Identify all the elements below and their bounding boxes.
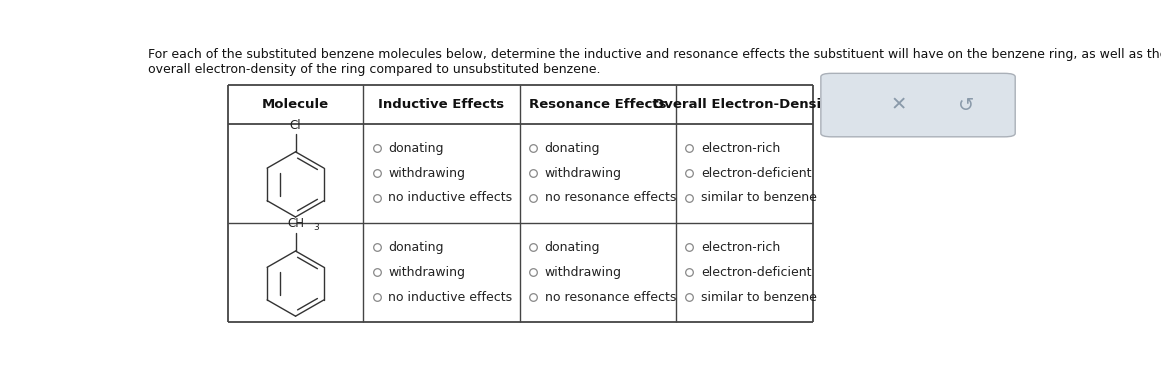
Text: ✕: ✕ xyxy=(890,96,908,114)
Text: similar to benzene: similar to benzene xyxy=(701,291,817,304)
Text: Cl: Cl xyxy=(290,119,302,132)
Text: withdrawing: withdrawing xyxy=(389,167,466,180)
Text: no resonance effects: no resonance effects xyxy=(545,291,676,304)
Text: withdrawing: withdrawing xyxy=(545,167,622,180)
Text: donating: donating xyxy=(389,142,444,155)
Text: electron-deficient: electron-deficient xyxy=(701,266,812,279)
Text: Overall Electron-Density: Overall Electron-Density xyxy=(652,98,836,111)
Text: electron-rich: electron-rich xyxy=(701,142,780,155)
Text: no inductive effects: no inductive effects xyxy=(389,291,512,304)
Text: 3: 3 xyxy=(313,223,319,232)
Text: donating: donating xyxy=(545,241,600,254)
Text: donating: donating xyxy=(545,142,600,155)
Text: withdrawing: withdrawing xyxy=(389,266,466,279)
Text: Inductive Effects: Inductive Effects xyxy=(378,98,504,111)
Text: withdrawing: withdrawing xyxy=(545,266,622,279)
Text: electron-deficient: electron-deficient xyxy=(701,167,812,180)
Text: electron-rich: electron-rich xyxy=(701,241,780,254)
Text: similar to benzene: similar to benzene xyxy=(701,191,817,204)
Text: CH: CH xyxy=(287,217,304,230)
Text: ↺: ↺ xyxy=(959,96,975,114)
Text: For each of the substituted benzene molecules below, determine the inductive and: For each of the substituted benzene mole… xyxy=(147,49,1161,77)
Text: no resonance effects: no resonance effects xyxy=(545,191,676,204)
Text: Resonance Effects: Resonance Effects xyxy=(529,98,666,111)
FancyBboxPatch shape xyxy=(821,73,1015,137)
Text: no inductive effects: no inductive effects xyxy=(389,191,512,204)
Text: Molecule: Molecule xyxy=(262,98,329,111)
Text: donating: donating xyxy=(389,241,444,254)
